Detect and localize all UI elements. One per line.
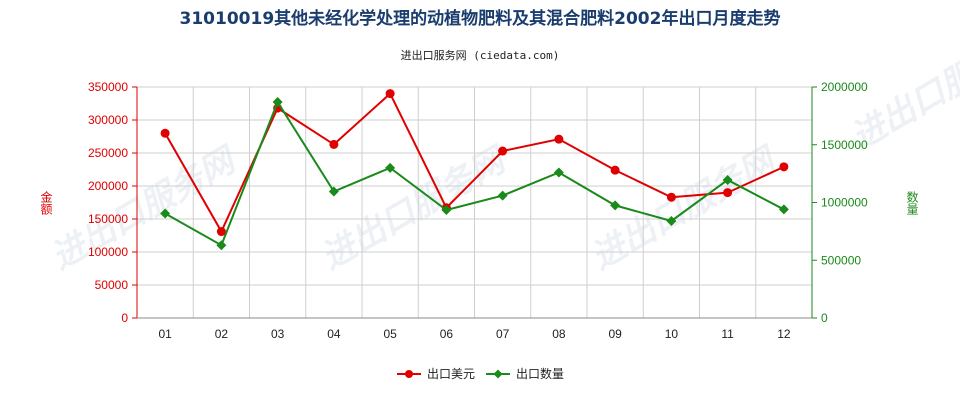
- x-tick-label: 08: [552, 327, 566, 341]
- left-tick-label: 350000: [88, 80, 128, 94]
- left-tick-label: 300000: [88, 113, 128, 127]
- x-tick-label: 12: [777, 327, 791, 341]
- x-tick-label: 09: [608, 327, 622, 341]
- usd-data-point: [666, 192, 676, 202]
- right-axis-label: 数量: [905, 190, 919, 215]
- quantity-data-point: [722, 174, 733, 185]
- legend-marker: [405, 370, 413, 378]
- left-tick-label: 250000: [88, 146, 128, 160]
- series-layer: [160, 89, 789, 251]
- usd-data-point: [610, 165, 620, 175]
- left-axis-ticks: 0 50000 100000 150000 200000 250000 300000 3500…: [88, 80, 137, 325]
- usd-data-point: [160, 128, 170, 138]
- right-tick-label: 1500000: [821, 138, 868, 152]
- chart-title: 31010019其他未经化学处理的动植物肥料及其混合肥料2002年出口月度走势: [180, 8, 781, 29]
- quantity-data-point: [385, 162, 396, 173]
- watermark-text: 进出口服务网: [45, 139, 246, 278]
- quantity-data-point: [272, 97, 283, 108]
- x-tick-label: 05: [383, 327, 397, 341]
- x-tick-label: 10: [665, 327, 679, 341]
- quantity-data-point: [328, 186, 339, 197]
- legend-usd[interactable]: 出口美元: [397, 367, 475, 381]
- left-tick-label: 100000: [88, 245, 128, 259]
- usd-data-point: [554, 134, 564, 144]
- usd-data-point: [779, 162, 789, 172]
- left-tick-label: 200000: [88, 179, 128, 193]
- right-tick-label: 0: [821, 311, 828, 325]
- x-tick-label: 11: [721, 327, 734, 341]
- x-axis-ticks: 01 02 03 04 05 06 07 08 09 10 11 12: [158, 327, 790, 341]
- legend[interactable]: 出口美元 出口数量: [397, 366, 564, 381]
- quantity-data-point: [497, 190, 508, 201]
- quantity-data-point: [553, 167, 564, 178]
- quantity-data-point: [216, 240, 227, 251]
- usd-data-point: [329, 139, 339, 149]
- right-tick-label: 1000000: [821, 196, 868, 210]
- left-tick-label: 0: [121, 311, 128, 325]
- left-axis-label: 金额: [39, 190, 53, 216]
- series-usd-line: [164, 91, 785, 234]
- quantity-data-point: [778, 204, 789, 215]
- x-tick-label: 07: [496, 327, 510, 341]
- right-tick-label: 2000000: [821, 80, 868, 94]
- legend-label: 出口美元: [427, 367, 475, 381]
- usd-data-point: [723, 188, 733, 198]
- right-axis-ticks: 0 500000 1000000 1500000 2000000: [812, 80, 868, 325]
- x-tick-label: 03: [271, 327, 285, 341]
- x-tick-label: 02: [215, 327, 229, 341]
- chart-subtitle: 进出口服务网 (ciedata.com): [401, 48, 560, 62]
- x-tick-label: 01: [158, 327, 172, 341]
- legend-quantity[interactable]: 出口数量: [486, 366, 564, 381]
- left-tick-label: 50000: [95, 278, 129, 292]
- legend-marker: [493, 369, 503, 379]
- right-tick-label: 500000: [821, 253, 861, 267]
- quantity-data-point: [160, 208, 171, 219]
- x-tick-label: 04: [327, 327, 341, 341]
- legend-label: 出口数量: [516, 366, 564, 381]
- quantity-data-point: [610, 200, 621, 211]
- left-tick-label: 150000: [88, 212, 128, 226]
- usd-data-point: [498, 146, 508, 156]
- quantity-data-point: [441, 205, 452, 216]
- series-quantity-line: [164, 99, 785, 247]
- quantity-data-point: [666, 215, 677, 226]
- x-tick-label: 06: [440, 327, 454, 341]
- usd-data-point: [385, 89, 395, 99]
- usd-data-point: [216, 227, 226, 237]
- watermark-text: 进出口服务网: [315, 139, 516, 278]
